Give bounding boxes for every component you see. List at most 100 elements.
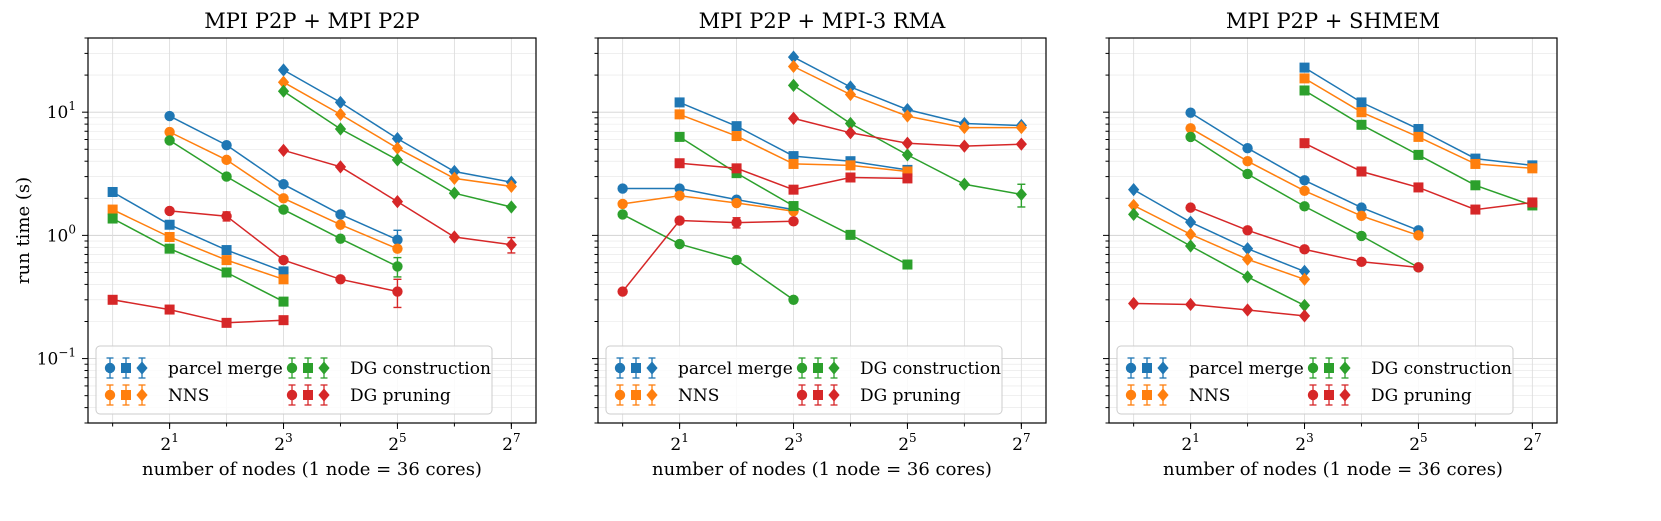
series-dg-pruning-diamond	[787, 111, 1027, 153]
legend-marker-diamond	[318, 388, 330, 402]
data-point	[1298, 264, 1311, 279]
legend-marker-square	[813, 363, 823, 373]
series-dg-pruning-diamond	[277, 143, 517, 254]
data-point	[958, 177, 970, 191]
data-point	[1299, 244, 1310, 255]
data-point	[1356, 202, 1367, 213]
legend-marker-circle	[286, 389, 298, 401]
legend-label: DG construction	[350, 359, 491, 379]
data-point	[221, 245, 232, 256]
data-point	[1470, 204, 1481, 215]
data-point	[1242, 156, 1253, 167]
legend-marker-square	[631, 390, 641, 400]
data-point	[221, 154, 232, 166]
data-point	[1413, 131, 1424, 142]
data-point	[278, 296, 289, 307]
legend-entry-nns: NNS	[104, 384, 209, 406]
series-dg-construction-diamond	[277, 84, 517, 214]
data-point	[505, 200, 517, 214]
legend-marker-circle	[1125, 362, 1137, 374]
y-axis-label: run time (s)	[13, 177, 34, 284]
legend-label: parcel merge	[168, 359, 283, 379]
series-line	[622, 187, 794, 211]
legend-marker-square	[303, 363, 313, 373]
data-point	[901, 109, 914, 123]
legend-marker-square	[303, 390, 313, 400]
series-nns-diamond	[1128, 198, 1311, 286]
data-point	[844, 87, 857, 102]
data-point	[391, 195, 404, 209]
x-tick-label: 21	[1181, 431, 1199, 455]
legend-marker-circle	[1125, 389, 1137, 401]
data-point	[845, 172, 856, 183]
data-point	[787, 50, 800, 64]
data-point	[1299, 185, 1310, 197]
legend-label: DG pruning	[860, 386, 961, 406]
data-point	[844, 80, 857, 94]
x-tick-label: 27	[1012, 431, 1030, 455]
data-point	[335, 274, 346, 285]
legend-label: DG construction	[1371, 359, 1512, 379]
data-point	[958, 120, 970, 135]
data-point	[731, 163, 742, 174]
data-point	[787, 78, 800, 92]
legend-box	[95, 345, 493, 415]
data-point	[674, 131, 685, 142]
legend-entry-dg-construction: DG construction	[796, 357, 1001, 379]
data-point	[1470, 180, 1481, 191]
data-point	[1470, 158, 1481, 169]
legend-entry-dg-pruning: DG pruning	[1307, 384, 1472, 406]
legend-marker-circle	[286, 362, 298, 374]
data-point	[277, 143, 290, 157]
legend-marker-diamond	[1339, 388, 1351, 402]
series-line	[1133, 302, 1305, 317]
data-point	[1298, 309, 1311, 323]
legend-marker-circle	[104, 389, 116, 401]
data-point	[164, 304, 175, 315]
x-tick-label: 21	[160, 431, 178, 455]
legend-marker-square	[1142, 390, 1152, 400]
data-point	[1242, 225, 1253, 236]
data-point	[164, 126, 175, 138]
legend-label: DG pruning	[350, 386, 451, 406]
plot-area	[617, 50, 1027, 305]
data-point	[1413, 262, 1424, 273]
chart-panel-1: 10−1 100 101 21 23 25 27 MPI P2P + MPI P2P numbe…	[13, 9, 537, 480]
data-point	[902, 166, 913, 177]
data-point	[788, 201, 799, 212]
legend-entry-parcel-merge: parcel merge	[614, 357, 793, 379]
data-point	[617, 209, 628, 220]
data-point	[334, 160, 347, 174]
x-tick-label: 21	[670, 431, 688, 455]
data-point	[1299, 85, 1310, 96]
data-point	[221, 211, 232, 222]
data-point	[221, 255, 232, 266]
legend-entry-dg-pruning: DG pruning	[796, 384, 961, 406]
data-point	[1185, 239, 1197, 253]
legend-label: NNS	[168, 386, 209, 406]
data-point	[335, 209, 346, 220]
data-point	[844, 116, 857, 131]
data-point	[617, 286, 628, 297]
data-point	[1299, 138, 1310, 149]
data-point	[278, 315, 289, 326]
data-point	[788, 158, 799, 169]
data-point	[788, 151, 799, 162]
data-point	[277, 63, 290, 77]
legend-entry-dg-construction: DG construction	[286, 357, 491, 379]
legend-marker-square	[1324, 390, 1334, 400]
data-point	[787, 59, 800, 74]
legend-label: parcel merge	[1189, 359, 1304, 379]
data-point	[164, 110, 175, 122]
data-point	[278, 193, 289, 204]
data-point	[334, 95, 347, 110]
series-line	[112, 299, 284, 324]
data-point	[335, 233, 346, 244]
data-point	[107, 186, 118, 197]
data-point	[674, 158, 685, 169]
data-point	[164, 135, 175, 146]
data-point	[391, 141, 404, 155]
series-line	[622, 213, 794, 301]
axes-frame	[597, 37, 1047, 424]
